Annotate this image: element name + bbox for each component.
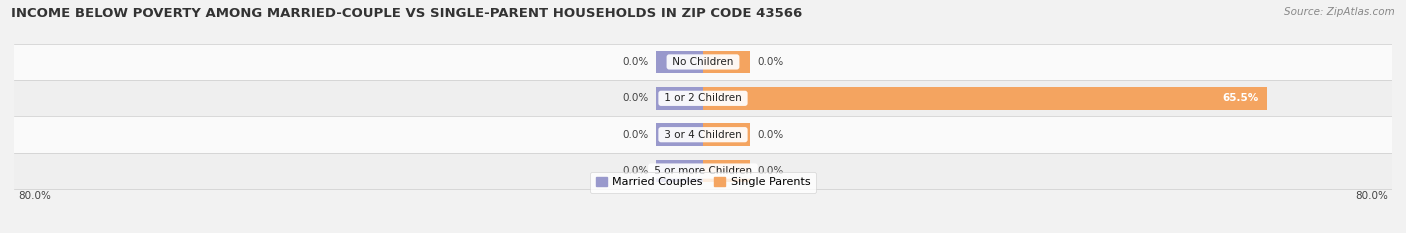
Text: 0.0%: 0.0% xyxy=(758,166,783,176)
Text: 0.0%: 0.0% xyxy=(758,130,783,140)
Text: 80.0%: 80.0% xyxy=(18,191,51,201)
Bar xyxy=(655,87,703,110)
Text: 65.5%: 65.5% xyxy=(1222,93,1258,103)
Bar xyxy=(14,116,1392,153)
Bar xyxy=(703,160,751,182)
Bar xyxy=(703,51,751,73)
Text: 1 or 2 Children: 1 or 2 Children xyxy=(661,93,745,103)
Text: 0.0%: 0.0% xyxy=(623,130,648,140)
Text: 5 or more Children: 5 or more Children xyxy=(651,166,755,176)
Text: 3 or 4 Children: 3 or 4 Children xyxy=(661,130,745,140)
Bar xyxy=(703,87,1267,110)
Text: No Children: No Children xyxy=(669,57,737,67)
Text: 80.0%: 80.0% xyxy=(1355,191,1388,201)
Text: Source: ZipAtlas.com: Source: ZipAtlas.com xyxy=(1284,7,1395,17)
Bar xyxy=(14,153,1392,189)
Text: 0.0%: 0.0% xyxy=(623,166,648,176)
Text: INCOME BELOW POVERTY AMONG MARRIED-COUPLE VS SINGLE-PARENT HOUSEHOLDS IN ZIP COD: INCOME BELOW POVERTY AMONG MARRIED-COUPL… xyxy=(11,7,803,20)
Bar xyxy=(655,123,703,146)
Bar xyxy=(14,80,1392,116)
Text: 0.0%: 0.0% xyxy=(758,57,783,67)
Bar xyxy=(703,123,751,146)
Legend: Married Couples, Single Parents: Married Couples, Single Parents xyxy=(591,171,815,193)
Bar xyxy=(655,51,703,73)
Bar xyxy=(14,44,1392,80)
Bar xyxy=(655,160,703,182)
Text: 0.0%: 0.0% xyxy=(623,57,648,67)
Text: 0.0%: 0.0% xyxy=(623,93,648,103)
